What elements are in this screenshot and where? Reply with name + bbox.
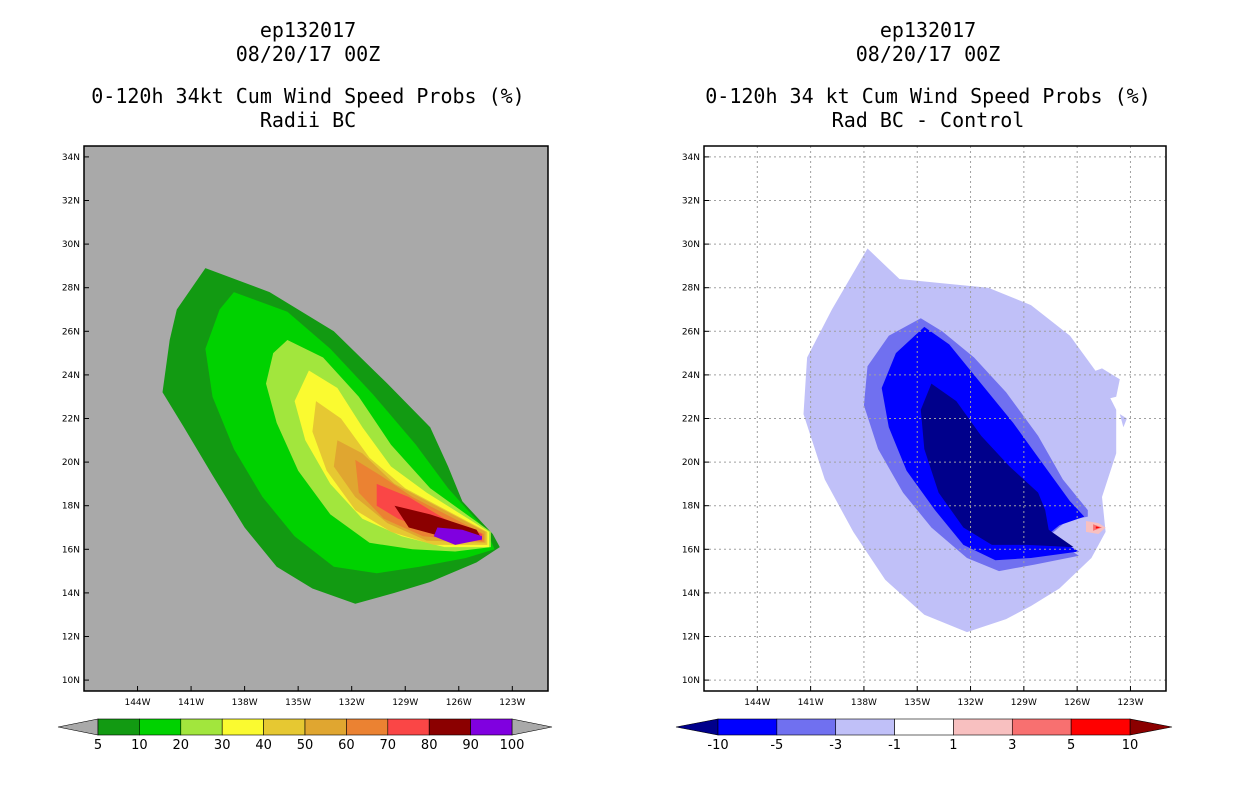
y-tick-label: 14N <box>62 589 80 599</box>
y-tick-label: 12N <box>682 633 700 643</box>
x-tick-label: 132W <box>957 698 983 708</box>
colorbar-swatch <box>777 719 836 735</box>
colorbar-label: 20 <box>173 738 190 753</box>
colorbar-swatch <box>895 719 954 735</box>
y-tick-label: 34N <box>62 153 80 163</box>
x-tick-label: 138W <box>232 698 258 708</box>
y-tick-label: 30N <box>682 240 700 250</box>
x-tick-label: 123W <box>1117 698 1143 708</box>
colorbar-label: 80 <box>421 738 438 753</box>
chart-canvas: 144W 141W 138W 135W 132W 129W 126W 123W10N12N14… <box>0 0 1236 800</box>
x-tick-label: 141W <box>178 698 204 708</box>
colorbar-label: 5 <box>1067 738 1075 753</box>
colorbar-swatch <box>471 719 512 735</box>
colorbar-swatch <box>429 719 470 735</box>
colorbar-low-end <box>58 719 98 735</box>
y-tick-label: 20N <box>682 458 700 468</box>
x-tick-label: 135W <box>904 698 930 708</box>
y-tick-label: 12N <box>62 633 80 643</box>
colorbar-high-end <box>1130 719 1172 735</box>
y-tick-label: 16N <box>682 545 700 555</box>
x-tick-label: 126W <box>1064 698 1090 708</box>
colorbar: -10 -5 -3 -1 1 3 5 10 <box>676 719 1172 753</box>
colorbar-swatch <box>305 719 346 735</box>
colorbar: 5 10 20 30 40 50 60 70 80 90 100 <box>58 719 552 753</box>
colorbar-label: 1 <box>949 738 957 753</box>
y-tick-label: 16N <box>62 545 80 555</box>
colorbar-label: 3 <box>1008 738 1016 753</box>
y-tick-label: 14N <box>682 589 700 599</box>
x-tick-label: 129W <box>392 698 418 708</box>
colorbar-swatch <box>139 719 180 735</box>
panel-left: 144W 141W 138W 135W 132W 129W 126W 123W 10N 12N 14… <box>58 146 552 753</box>
x-tick-label: 144W <box>124 698 150 708</box>
colorbar-label: 30 <box>214 738 231 753</box>
y-tick-label: 20N <box>62 458 80 468</box>
colorbar-swatch <box>1012 719 1071 735</box>
colorbar-label: 50 <box>297 738 314 753</box>
y-tick-label: 32N <box>62 197 80 207</box>
colorbar-swatch <box>98 719 139 735</box>
colorbar-swatch <box>388 719 429 735</box>
colorbar-label: 10 <box>131 738 148 753</box>
x-tick-label: 129W <box>1011 698 1037 708</box>
x-tick-label: 126W <box>446 698 472 708</box>
colorbar-label: 100 <box>500 738 525 753</box>
colorbar-label: 70 <box>380 738 397 753</box>
x-tick-label: 132W <box>339 698 365 708</box>
colorbar-swatch <box>264 719 305 735</box>
x-tick-label: 141W <box>798 698 824 708</box>
y-tick-label: 34N <box>682 153 700 163</box>
colorbar-swatch <box>222 719 263 735</box>
y-tick-label: 28N <box>62 284 80 294</box>
y-tick-label: 26N <box>62 327 80 337</box>
colorbar-swatch <box>836 719 895 735</box>
colorbar-swatch <box>718 719 777 735</box>
colorbar-high-end <box>512 719 552 735</box>
colorbar-label: 60 <box>338 738 355 753</box>
colorbar-low-end <box>676 719 718 735</box>
y-tick-label: 28N <box>682 284 700 294</box>
colorbar-label: -1 <box>888 738 901 753</box>
colorbar-swatch <box>181 719 222 735</box>
y-tick-label: 24N <box>682 371 700 381</box>
colorbar-label: 40 <box>255 738 272 753</box>
colorbar-label: 10 <box>1122 738 1139 753</box>
y-tick-label: 10N <box>62 676 80 686</box>
y-tick-label: 26N <box>682 327 700 337</box>
colorbar-label: 90 <box>462 738 479 753</box>
x-tick-label: 144W <box>744 698 770 708</box>
colorbar-swatch <box>953 719 1012 735</box>
colorbar-label: -3 <box>829 738 842 753</box>
y-tick-label: 32N <box>682 197 700 207</box>
x-tick-label: 135W <box>285 698 311 708</box>
colorbar-swatch <box>1071 719 1130 735</box>
panel-right: 144W 141W 138W 135W 132W 129W 126W 123W 10N 12N 14… <box>676 146 1172 753</box>
y-tick-label: 22N <box>62 415 80 425</box>
y-tick-label: 24N <box>62 371 80 381</box>
y-tick-label: 22N <box>682 415 700 425</box>
colorbar-label: -5 <box>770 738 783 753</box>
y-tick-label: 30N <box>62 240 80 250</box>
x-tick-label: 123W <box>499 698 525 708</box>
x-tick-label: 138W <box>851 698 877 708</box>
colorbar-swatch <box>346 719 387 735</box>
y-tick-label: 18N <box>62 502 80 512</box>
colorbar-label: 5 <box>94 738 102 753</box>
colorbar-label: -10 <box>707 738 728 753</box>
y-tick-label: 18N <box>682 502 700 512</box>
y-tick-label: 10N <box>682 676 700 686</box>
